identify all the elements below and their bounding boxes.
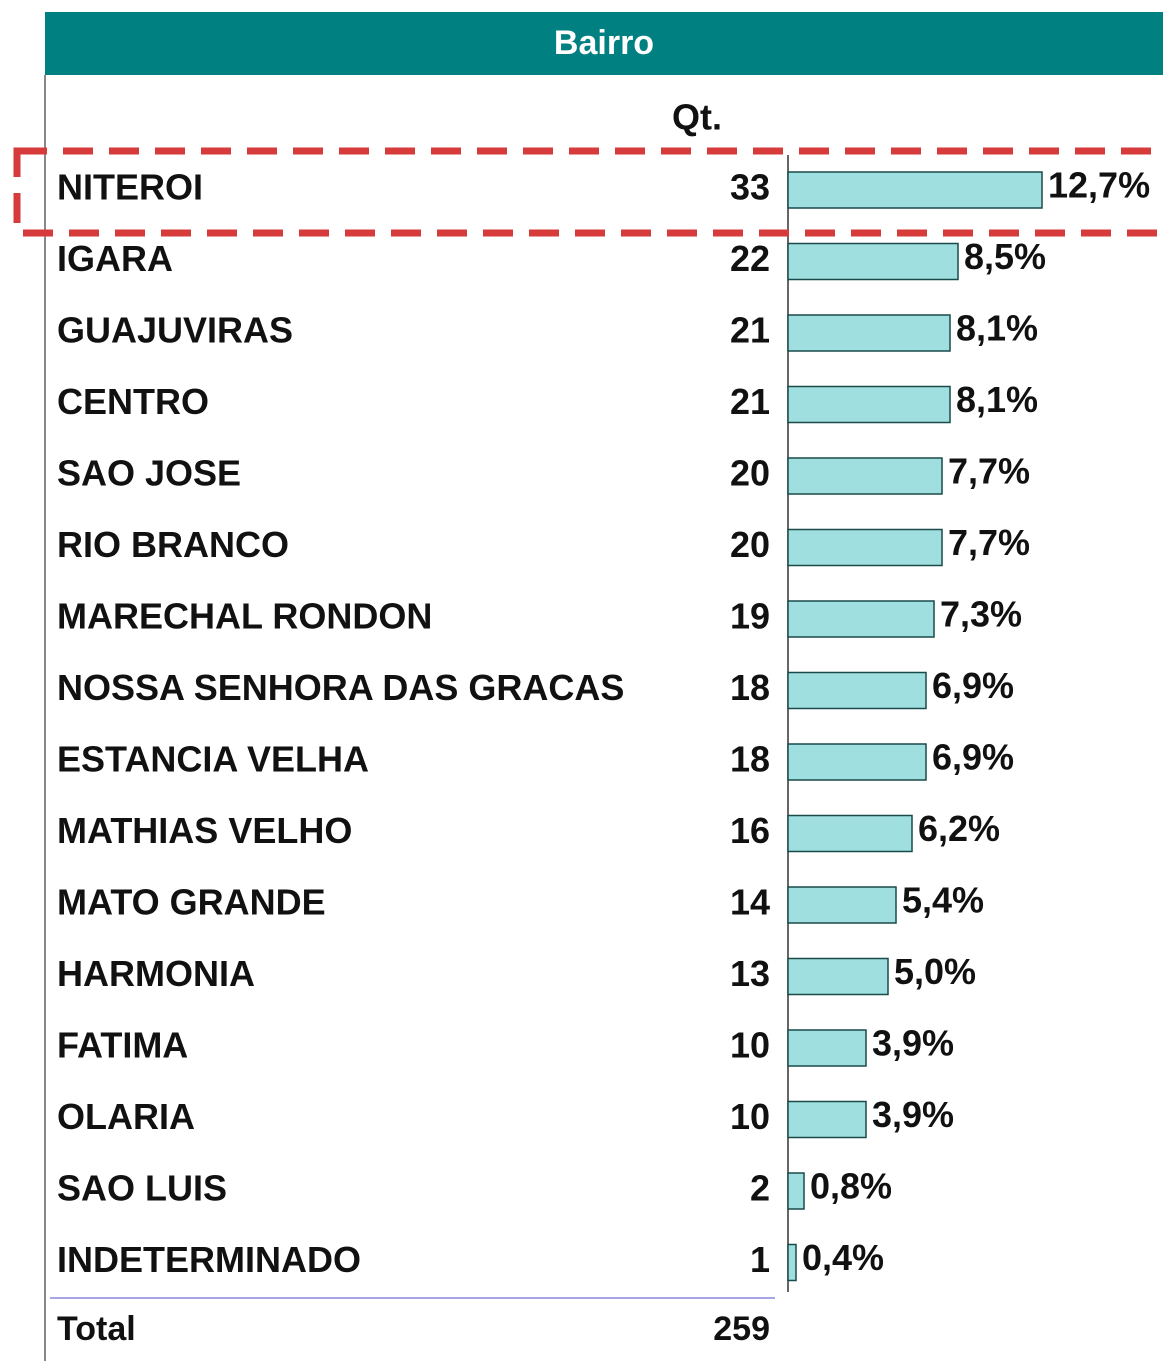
header-bar [45,12,1163,75]
total-value: 259 [713,1310,770,1348]
row-count: 10 [730,1025,770,1066]
row-label: RIO BRANCO [57,524,289,565]
bar [787,1243,797,1282]
row-label: NITEROI [57,167,203,208]
row-count: 33 [730,167,770,208]
row-count: 22 [730,238,770,279]
row-label: IGARA [57,238,173,279]
value-label: 7,7% [948,522,1030,563]
bar [787,671,927,710]
row-label: MATO GRANDE [57,882,326,923]
row-count: 2 [750,1168,770,1209]
row-label: OLARIA [57,1096,195,1137]
row-count: 21 [730,381,770,422]
value-label: 3,9% [872,1023,954,1064]
row-count: 18 [730,667,770,708]
value-label: 8,1% [956,308,1038,349]
value-label: 12,7% [1048,165,1150,206]
row-count: 21 [730,310,770,351]
bar [787,528,943,567]
row-count: 20 [730,453,770,494]
row-count: 13 [730,953,770,994]
row-count: 14 [730,882,770,923]
value-label: 3,9% [872,1094,954,1135]
bar [787,1100,867,1139]
bar [787,814,913,853]
value-label: 5,0% [894,951,976,992]
bar [787,171,1043,209]
bar [787,1029,867,1067]
row-label: SAO JOSE [57,453,241,494]
row-label: MATHIAS VELHO [57,810,352,851]
bar [787,1172,805,1210]
bar [787,242,959,281]
row-label: SAO LUIS [57,1168,227,1209]
bar [787,314,951,352]
value-label: 8,1% [956,379,1038,420]
bar [787,385,951,424]
value-label: 5,4% [902,880,984,921]
value-label: 0,4% [802,1237,884,1278]
row-label: NOSSA SENHORA DAS GRACAS [57,667,624,708]
bar [787,457,943,495]
bar [787,886,897,924]
row-count: 18 [730,739,770,780]
column-label: Qt. [672,97,722,138]
value-label: 0,8% [810,1166,892,1207]
row-label: ESTANCIA VELHA [57,739,369,780]
chart-title: Bairro [554,24,654,62]
value-label: 7,3% [940,594,1022,635]
row-count: 20 [730,524,770,565]
value-label: 7,7% [948,451,1030,492]
row-count: 1 [750,1239,770,1280]
value-label: 8,5% [964,236,1046,277]
row-label: CENTRO [57,381,209,422]
bar [787,957,889,996]
row-count: 10 [730,1096,770,1137]
row-label: GUAJUVIRAS [57,310,293,351]
value-label: 6,9% [932,737,1014,778]
row-label: INDETERMINADO [57,1239,361,1280]
value-label: 6,9% [932,665,1014,706]
bar [787,743,927,781]
row-count: 16 [730,810,770,851]
highlight-box [13,147,1163,237]
bar [787,600,935,638]
row-label: HARMONIA [57,953,255,994]
row-label: FATIMA [57,1025,188,1066]
row-label: MARECHAL RONDON [57,596,432,637]
total-label: Total [57,1310,136,1348]
row-count: 19 [730,596,770,637]
value-label: 6,2% [918,808,1000,849]
